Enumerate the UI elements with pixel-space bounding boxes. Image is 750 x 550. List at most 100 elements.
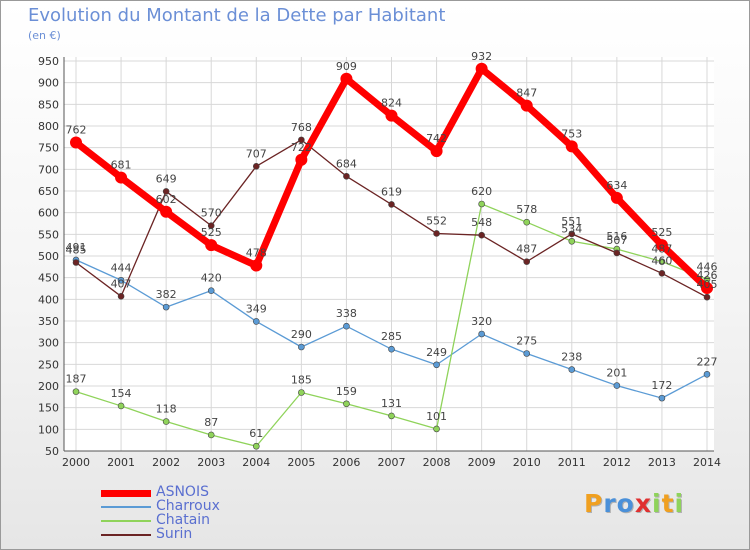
chart-legend: ASNOIS Charroux Chatain Surin bbox=[101, 485, 301, 542]
data-label-asnois: 681 bbox=[111, 159, 132, 172]
data-label-charroux: 238 bbox=[561, 351, 582, 364]
y-tick-label: 450 bbox=[38, 272, 59, 285]
legend-item-charroux: Charroux bbox=[101, 498, 301, 514]
data-point-charroux bbox=[117, 276, 125, 284]
y-tick-label: 900 bbox=[38, 77, 59, 90]
data-point-asnois bbox=[115, 171, 128, 184]
data-label-surin: 684 bbox=[336, 157, 357, 170]
y-tick-label: 150 bbox=[38, 402, 59, 415]
legend-item-asnois: ASNOIS bbox=[101, 485, 301, 500]
data-label-surin: 619 bbox=[381, 185, 402, 198]
data-point-chatain bbox=[388, 412, 395, 420]
y-tick-label: 250 bbox=[38, 358, 59, 371]
data-point-asnois bbox=[565, 140, 578, 153]
y-tick-label: 550 bbox=[38, 228, 59, 241]
data-point-chatain bbox=[658, 258, 666, 265]
legend-swatch bbox=[101, 520, 151, 522]
data-point-charroux bbox=[703, 370, 711, 378]
x-tick-label: 2005 bbox=[287, 456, 315, 469]
x-tick-label: 2001 bbox=[107, 456, 135, 469]
data-label-charroux: 275 bbox=[516, 335, 537, 348]
x-tick-label: 2007 bbox=[378, 456, 406, 469]
legend-swatch bbox=[101, 534, 151, 536]
plot-area bbox=[64, 57, 714, 451]
data-point-asnois bbox=[520, 99, 533, 112]
y-tick-label: 50 bbox=[45, 445, 59, 458]
data-point-chatain bbox=[433, 425, 440, 433]
y-tick-label: 300 bbox=[38, 337, 59, 350]
data-label-charroux: 349 bbox=[246, 302, 267, 315]
y-tick-label: 600 bbox=[38, 207, 59, 220]
data-label-surin: 407 bbox=[111, 277, 132, 290]
data-label-chatain: 61 bbox=[249, 427, 263, 440]
data-label-charroux: 382 bbox=[156, 288, 177, 301]
data-point-charroux bbox=[298, 343, 305, 351]
x-tick-label: 2004 bbox=[242, 456, 270, 469]
data-label-charroux: 227 bbox=[697, 355, 718, 368]
y-tick-label: 200 bbox=[38, 380, 59, 393]
data-point-surin bbox=[658, 270, 666, 277]
y-tick-label: 350 bbox=[38, 315, 59, 328]
data-point-surin bbox=[433, 230, 440, 237]
data-label-charroux: 491 bbox=[66, 241, 87, 254]
data-point-charroux bbox=[252, 318, 260, 325]
data-point-charroux bbox=[433, 361, 440, 369]
data-label-surin: 552 bbox=[426, 214, 447, 227]
data-point-surin bbox=[117, 292, 125, 300]
legend-item-surin: Surin bbox=[101, 526, 301, 542]
data-point-surin bbox=[478, 231, 485, 239]
data-point-asnois bbox=[385, 109, 398, 122]
data-label-chatain: 131 bbox=[381, 397, 402, 410]
data-label-asnois: 602 bbox=[156, 193, 177, 206]
data-label-surin: 548 bbox=[471, 216, 492, 229]
data-point-asnois bbox=[340, 72, 353, 85]
data-point-surin bbox=[613, 249, 621, 257]
data-label-charroux: 420 bbox=[201, 272, 222, 285]
data-label-asnois: 478 bbox=[246, 247, 267, 260]
data-point-surin bbox=[207, 222, 215, 229]
x-tick-label: 2011 bbox=[558, 456, 586, 469]
data-label-asnois: 847 bbox=[516, 87, 537, 100]
data-point-asnois bbox=[655, 239, 668, 252]
x-tick-label: 2002 bbox=[152, 456, 180, 469]
x-tick-label: 2010 bbox=[513, 456, 541, 469]
chart-subtitle: (en €) bbox=[28, 29, 61, 42]
data-label-asnois: 753 bbox=[561, 127, 582, 140]
data-point-chatain bbox=[523, 218, 531, 226]
data-label-chatain: 578 bbox=[516, 203, 537, 216]
legend-item-chatain: Chatain bbox=[101, 513, 301, 528]
data-point-chatain bbox=[343, 400, 350, 408]
data-label-chatain: 446 bbox=[697, 260, 718, 273]
data-point-charroux bbox=[207, 287, 215, 294]
data-point-asnois bbox=[610, 191, 623, 204]
data-point-chatain bbox=[207, 431, 215, 439]
data-label-asnois: 525 bbox=[201, 226, 222, 239]
data-label-surin: 570 bbox=[201, 207, 222, 220]
data-label-surin: 551 bbox=[561, 215, 582, 228]
data-point-asnois bbox=[475, 62, 488, 75]
data-label-surin: 405 bbox=[697, 278, 718, 291]
data-point-surin bbox=[568, 230, 576, 238]
y-tick-label: 100 bbox=[38, 423, 59, 436]
y-tick-label: 400 bbox=[38, 293, 59, 306]
data-point-chatain bbox=[162, 418, 170, 425]
legend-label: Surin bbox=[156, 526, 193, 542]
data-point-chatain bbox=[298, 389, 305, 396]
data-label-chatain: 516 bbox=[606, 230, 627, 243]
data-point-charroux bbox=[343, 322, 350, 330]
data-label-chatain: 620 bbox=[471, 185, 492, 198]
data-point-surin bbox=[343, 172, 350, 180]
legend-label: Charroux bbox=[156, 498, 220, 514]
data-label-asnois: 525 bbox=[651, 226, 672, 239]
y-tick-label: 950 bbox=[38, 55, 59, 68]
data-label-surin: 487 bbox=[516, 243, 537, 256]
data-label-charroux: 172 bbox=[651, 379, 672, 392]
data-point-chatain bbox=[117, 402, 125, 410]
data-point-chatain bbox=[252, 442, 260, 450]
data-point-surin bbox=[703, 293, 711, 301]
data-point-charroux bbox=[568, 366, 576, 373]
data-label-chatain: 159 bbox=[336, 385, 357, 398]
data-label-charroux: 201 bbox=[606, 367, 627, 380]
data-point-chatain bbox=[72, 388, 80, 395]
